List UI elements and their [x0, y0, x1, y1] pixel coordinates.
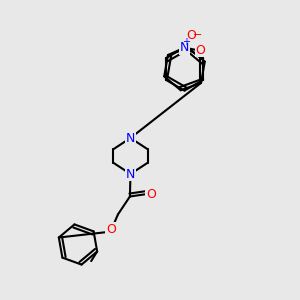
- Text: O: O: [195, 44, 205, 56]
- Text: N: N: [126, 131, 135, 145]
- Text: O: O: [186, 29, 196, 42]
- Text: O: O: [106, 223, 116, 236]
- Text: N: N: [180, 41, 189, 54]
- Text: −: −: [193, 30, 202, 40]
- Text: N: N: [126, 167, 135, 181]
- Text: +: +: [182, 37, 190, 46]
- Text: O: O: [146, 188, 156, 201]
